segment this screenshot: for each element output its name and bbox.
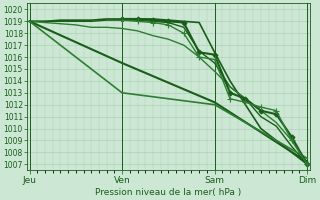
X-axis label: Pression niveau de la mer( hPa ): Pression niveau de la mer( hPa ) <box>95 188 242 197</box>
